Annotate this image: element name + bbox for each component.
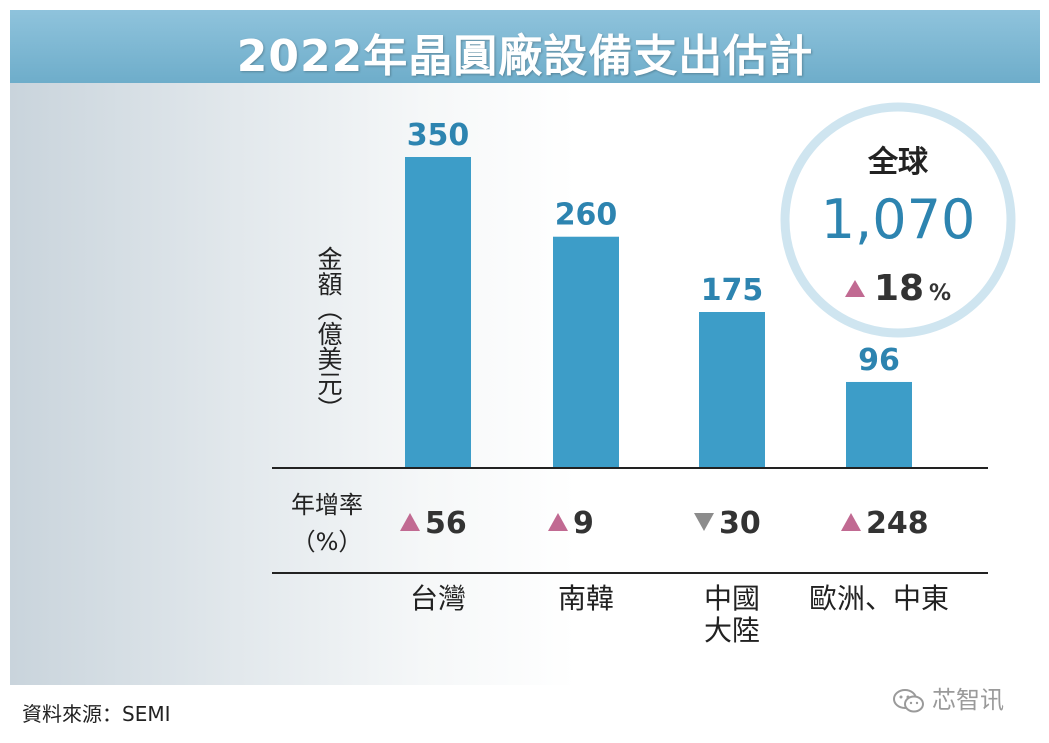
source-note: 資料來源：SEMI <box>22 702 171 726</box>
x-tick-label: 歐洲、中東 <box>808 582 949 615</box>
growth-value: 248 <box>866 506 929 541</box>
watermark-text: 芯智讯 <box>932 686 1004 714</box>
bar <box>846 381 912 467</box>
data-label: 175 <box>701 273 764 308</box>
data-label: 260 <box>555 198 618 233</box>
triangle-up-icon <box>548 513 568 531</box>
growth-value: 30 <box>719 506 761 541</box>
growth-value: 9 <box>573 506 594 541</box>
x-tick-label: 中國 大陸 <box>703 582 760 648</box>
growth-value: 56 <box>425 506 467 541</box>
wechat-icon <box>892 688 926 714</box>
triangle-up-icon <box>845 280 865 297</box>
bar <box>405 157 471 467</box>
title-bar: 2022年晶圓廠設備支出估計 <box>10 10 1040 83</box>
bar <box>699 312 765 467</box>
y-axis-label: 金額（億美元） <box>314 246 343 421</box>
global-circle <box>780 102 1016 338</box>
footer <box>10 686 1040 733</box>
x-tick-label: 南韓 <box>557 582 614 615</box>
data-label: 96 <box>858 343 900 378</box>
watermark: 芯智讯 <box>892 680 1004 715</box>
global-value: 1,070 <box>821 188 976 251</box>
global-growth-unit: % <box>929 281 951 306</box>
triangle-up-icon <box>400 513 420 531</box>
bar <box>553 236 619 467</box>
x-tick-label: 台灣 <box>409 582 466 615</box>
page-title: 2022年晶圓廠設備支出估計 <box>236 31 814 82</box>
global-label: 全球 <box>867 145 929 180</box>
triangle-up-icon <box>841 513 861 531</box>
global-growth: 18 <box>874 268 924 309</box>
data-label: 350 <box>407 118 470 153</box>
growth-row-label: 年增率 （%） <box>291 491 363 557</box>
triangle-down-icon <box>694 513 714 531</box>
